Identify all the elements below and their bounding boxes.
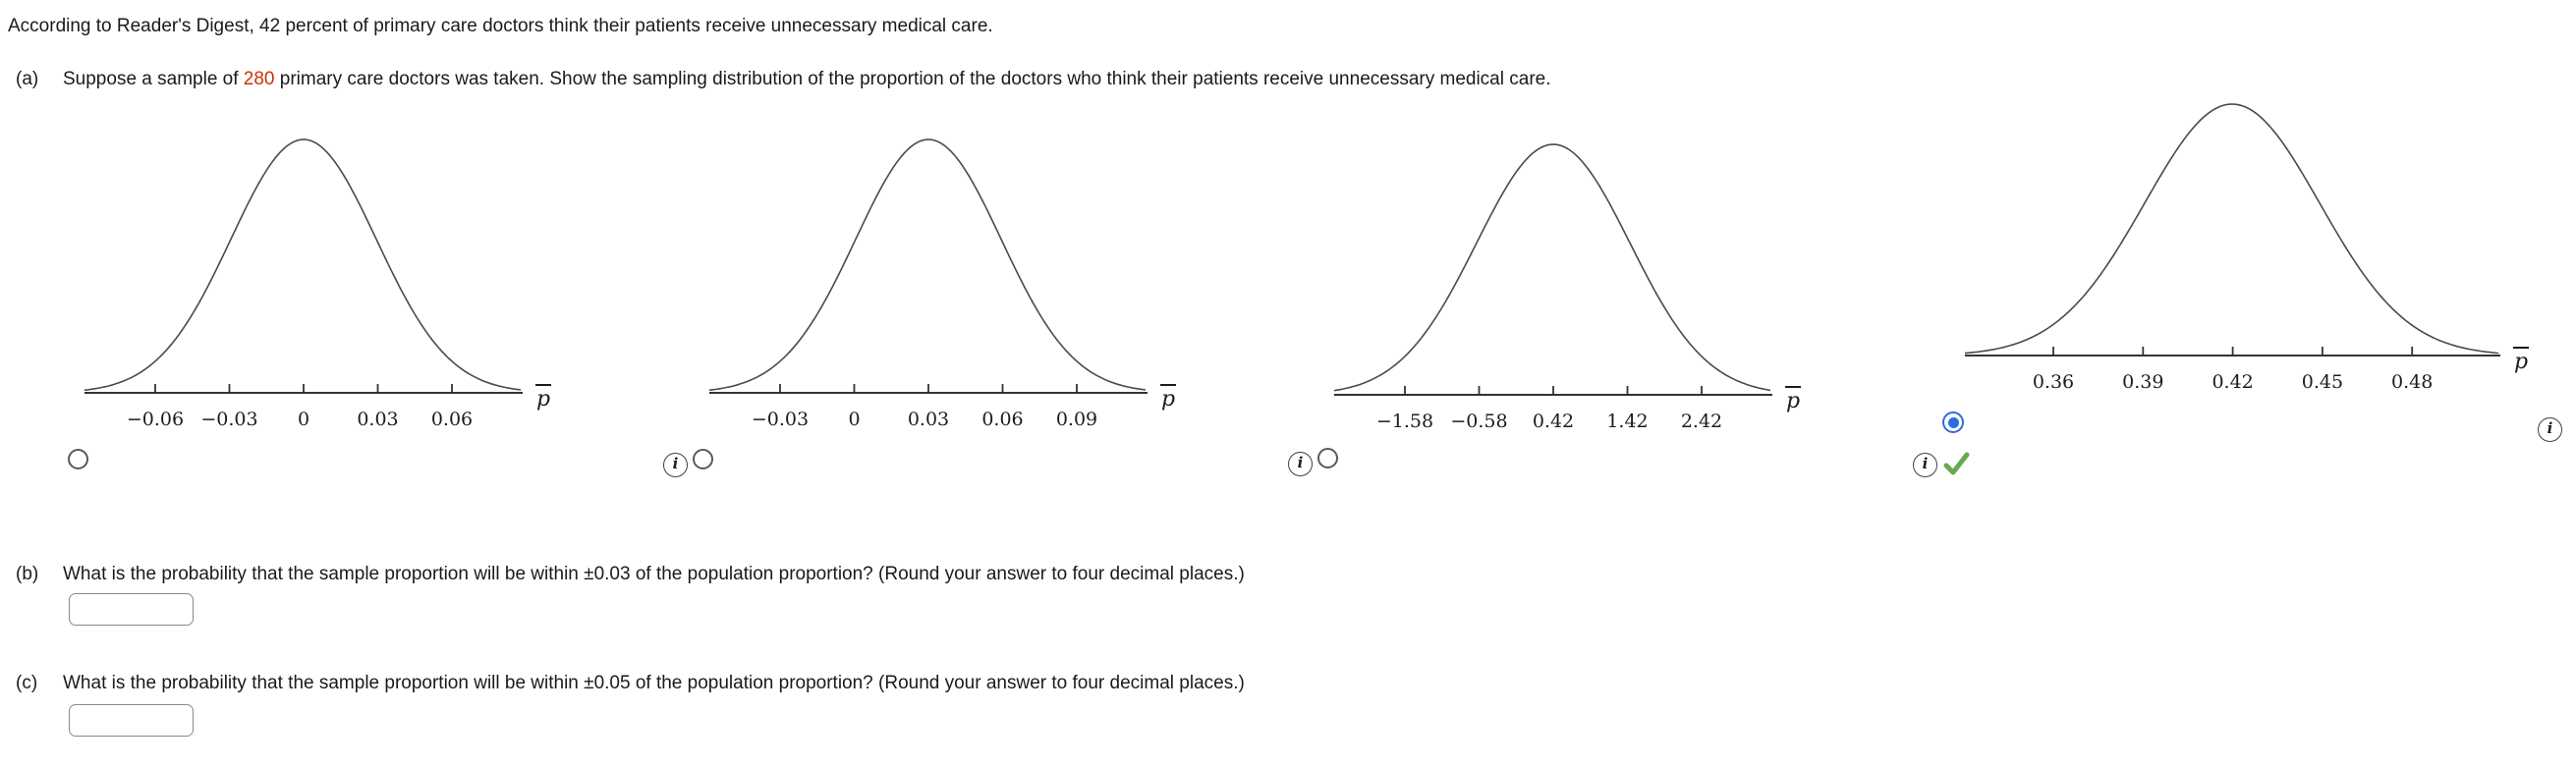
correct-checkmark-icon <box>1943 452 1970 475</box>
tick-label: 0.48 <box>2391 371 2433 393</box>
tick-label: 0 <box>848 409 860 430</box>
p-bar-axis-label: p <box>1786 389 1800 413</box>
radio-dot <box>1947 416 1959 428</box>
part-a-text-prefix: Suppose a sample of <box>63 69 244 89</box>
option-1-radio[interactable] <box>68 449 88 469</box>
tick-label: −0.03 <box>200 409 257 430</box>
info-icon-glyph: i <box>1922 455 1929 472</box>
info-icon[interactable]: i <box>663 453 688 477</box>
tick-label: 0.39 <box>2122 371 2163 393</box>
tick-label: 0.03 <box>357 409 398 430</box>
tick-label: −0.58 <box>1450 411 1507 432</box>
info-icon[interactable]: i <box>1913 453 1937 477</box>
tick-label: 0.06 <box>431 409 473 430</box>
option-3-radio[interactable] <box>1317 448 1338 468</box>
tick-label: 0.03 <box>908 409 949 430</box>
p-bar-axis-label: p <box>536 387 550 411</box>
intro-text: According to Reader's Digest, 42 percent… <box>8 16 993 36</box>
info-icon-glyph: i <box>2547 419 2553 437</box>
tick-label: 0.06 <box>981 409 1023 430</box>
tick-label: 1.42 <box>1606 411 1648 432</box>
info-icon-glyph: i <box>672 455 679 472</box>
part-a-text: Suppose a sample of 280 primary care doc… <box>63 69 1551 90</box>
answer-input-c[interactable] <box>69 704 194 737</box>
answer-input-b[interactable] <box>69 593 194 626</box>
part-a-text-suffix: primary care doctors was taken. Show the… <box>274 69 1551 89</box>
tick-label: −0.03 <box>752 409 809 430</box>
part-c-label: (c) <box>16 673 38 693</box>
tick-label: 0.42 <box>2212 371 2253 393</box>
tick-label: −1.58 <box>1376 411 1433 432</box>
p-bar-axis-label: p <box>2514 350 2528 374</box>
tick-label: 0.09 <box>1056 409 1097 430</box>
sample-size-highlight: 280 <box>243 69 275 89</box>
info-icon[interactable]: i <box>2538 417 2562 442</box>
tick-label: 0 <box>298 409 309 430</box>
tick-label: 0.42 <box>1533 411 1574 432</box>
normal-curve-path <box>708 138 1147 391</box>
normal-curve-path <box>1964 103 2499 355</box>
normal-curve-path <box>1333 143 1771 392</box>
info-icon-glyph: i <box>1297 454 1304 471</box>
option-4-radio[interactable] <box>1942 411 1964 433</box>
normal-curve-path <box>84 138 522 391</box>
p-bar-axis-label: p <box>1161 387 1175 411</box>
part-a-label: (a) <box>16 69 39 89</box>
tick-label: 2.42 <box>1681 411 1722 432</box>
part-b-label: (b) <box>16 564 39 584</box>
option-2-radio[interactable] <box>693 449 713 469</box>
part-c-text: What is the probability that the sample … <box>63 673 1245 693</box>
tick-label: 0.36 <box>2033 371 2074 393</box>
tick-label: 0.45 <box>2302 371 2343 393</box>
tick-label: −0.06 <box>127 409 184 430</box>
part-b-text: What is the probability that the sample … <box>63 564 1245 584</box>
info-icon[interactable]: i <box>1288 452 1313 476</box>
